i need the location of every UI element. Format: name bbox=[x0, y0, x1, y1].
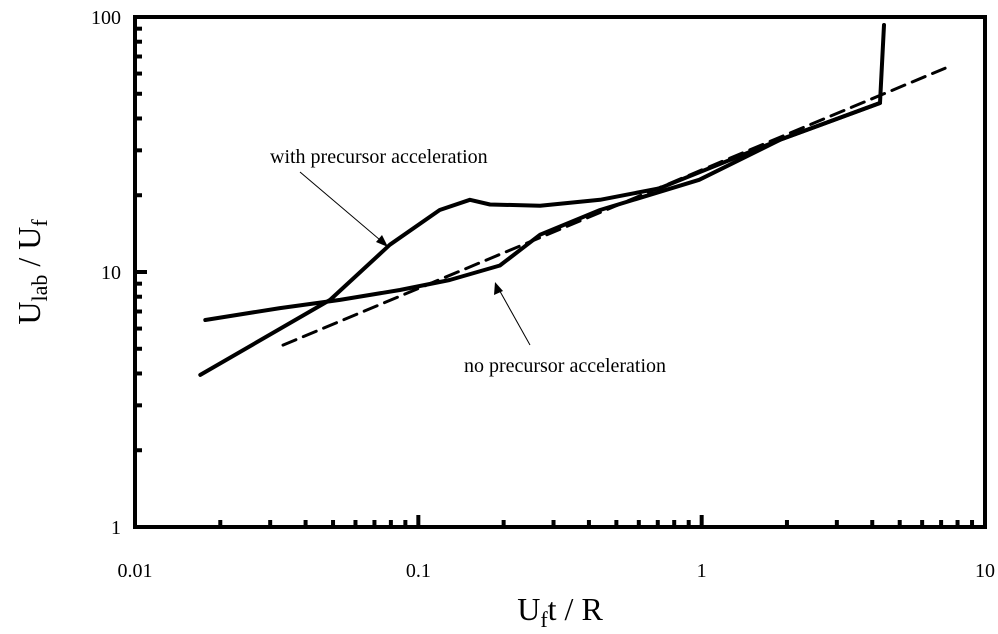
y-tick-label: 10 bbox=[101, 262, 121, 284]
plot-frame bbox=[133, 15, 987, 529]
axis-label-part: lab bbox=[27, 275, 52, 302]
series-line bbox=[203, 23, 886, 322]
annotation-arrow bbox=[496, 285, 531, 346]
series-line bbox=[281, 66, 947, 347]
axis-label: Ulab / Uf bbox=[11, 219, 52, 325]
axis-label-part: U bbox=[517, 591, 540, 627]
arrowhead bbox=[494, 282, 503, 295]
axis-label-part: f bbox=[27, 219, 52, 227]
axis-label-part: t / R bbox=[548, 591, 604, 627]
axis-label-part: U bbox=[11, 302, 47, 325]
x-tick-label: 1 bbox=[697, 560, 707, 582]
x-tick-label: 0.01 bbox=[118, 560, 153, 582]
y-tick-label: 1 bbox=[111, 517, 121, 539]
axis-label-part: / U bbox=[11, 227, 47, 275]
arrowhead bbox=[376, 235, 388, 247]
axis-label: Uft / R bbox=[517, 591, 603, 632]
annotation-arrow bbox=[299, 171, 387, 246]
x-tick-label: 0.1 bbox=[406, 560, 431, 582]
y-tick-label: 100 bbox=[91, 7, 121, 29]
axis-label-part: f bbox=[540, 607, 548, 632]
annotation: no precursor acceleration bbox=[464, 355, 666, 377]
x-tick-label: 10 bbox=[975, 560, 995, 582]
annotation: with precursor acceleration bbox=[270, 146, 488, 168]
